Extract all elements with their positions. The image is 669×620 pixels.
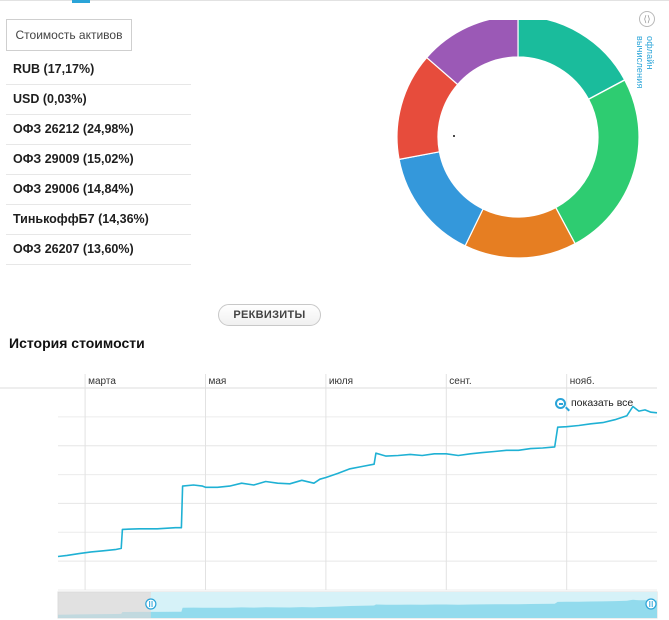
donut-slice[interactable]: [554, 79, 640, 245]
center-dot: [453, 135, 455, 137]
assets-title-button[interactable]: Стоимость активов: [6, 19, 132, 51]
history-title: История стоимости: [9, 335, 145, 351]
asset-item: ОФЗ 26207 (13,60%): [6, 235, 191, 265]
asset-item: USD (0,03%): [6, 85, 191, 115]
details-button[interactable]: РЕКВИЗИТЫ: [218, 304, 321, 326]
asset-list: RUB (17,17%) USD (0,03%) ОФЗ 26212 (24,98%…: [6, 55, 191, 265]
offline-calc-link[interactable]: офлайн вычисления: [635, 36, 655, 89]
history-series-line: [57, 405, 658, 558]
asset-item: ОФЗ 26212 (24,98%): [6, 115, 191, 145]
show-all-label: показать все: [571, 397, 634, 409]
asset-donut-chart: [396, 20, 640, 259]
active-tab-indicator: [72, 0, 90, 3]
donut-slice[interactable]: [464, 206, 576, 259]
asset-item: ОФЗ 29009 (15,02%): [6, 145, 191, 175]
navigator-mask: [58, 592, 151, 618]
navigator-handle[interactable]: [645, 598, 657, 610]
top-divider: [0, 0, 669, 1]
x-tick-label: нояб.: [570, 375, 595, 387]
donut-slice[interactable]: [517, 20, 626, 101]
asset-item: ТинькоффБ7 (14,36%): [6, 205, 191, 235]
x-tick-label: марта: [88, 376, 116, 387]
asset-item: RUB (17,17%): [6, 55, 191, 85]
x-tick-label: сент.: [449, 376, 471, 387]
donut-slice[interactable]: [425, 20, 519, 86]
show-all-button[interactable]: показать все: [555, 395, 655, 411]
zoom-out-icon: [555, 397, 566, 409]
navigator-area: [58, 599, 657, 618]
history-line-chart: марта мая июля сент. нояб.: [0, 374, 658, 619]
x-tick-label: июля: [329, 376, 353, 387]
asset-item: ОФЗ 29006 (14,84%): [6, 175, 191, 205]
x-tick-label: мая: [208, 376, 226, 387]
reflow-icon[interactable]: ⟨⟩: [639, 11, 655, 27]
navigator-handle[interactable]: [145, 598, 157, 610]
donut-slice[interactable]: [398, 151, 484, 247]
